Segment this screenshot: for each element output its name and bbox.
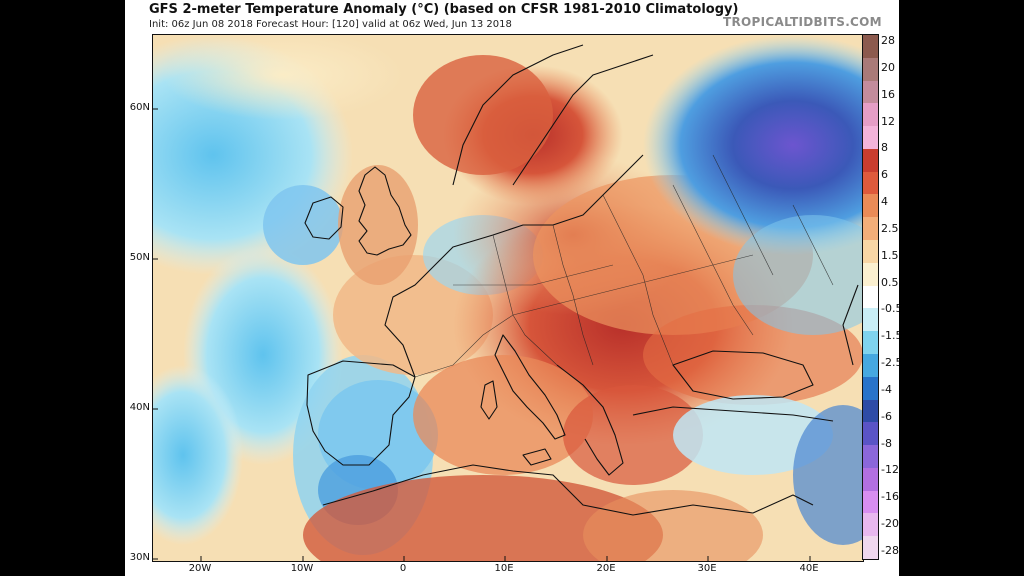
map-canvas: [153, 35, 863, 561]
russia-cold-core: [643, 35, 863, 255]
colorbar-label: 28: [881, 34, 895, 47]
italy-warm-area: [413, 355, 593, 475]
lon-label-10w: 10W: [290, 563, 314, 574]
colorbar-step: [863, 103, 878, 127]
colorbar-label: 12: [881, 114, 895, 128]
colorbar-label: -2.5: [881, 356, 899, 370]
colorbar-step: [863, 285, 878, 309]
middle-east-cool-area: [793, 405, 863, 545]
north-atlantic-neutral: [163, 35, 403, 120]
colorbar-label: -20: [881, 517, 899, 531]
colorbar-step: [863, 445, 878, 468]
map-subtitle: Init: 06z Jun 08 2018 Forecast Hour: [12…: [149, 19, 512, 30]
ireland-cool-area: [263, 185, 343, 265]
graticule-ticks: [153, 108, 811, 561]
colorbar-label: -0.5: [881, 302, 899, 316]
colorbar-step: [863, 217, 878, 241]
colorbar-label: 6: [881, 168, 888, 182]
colorbar-step: [863, 240, 878, 263]
colorbar-label: -8: [881, 436, 892, 450]
lat-label-30n: 30N: [129, 552, 150, 563]
britain-warm-area: [338, 165, 418, 285]
lat-label-50n: 50N: [129, 252, 150, 263]
colorbar-label: 2.5: [881, 221, 899, 235]
colorbar-step: [863, 262, 878, 286]
colorbar-label: 1.5: [881, 248, 899, 262]
colorbar-step: [863, 331, 878, 354]
lat-label-60n: 60N: [129, 102, 150, 113]
colorbar-step: [863, 513, 878, 537]
colorbar-step: [863, 126, 878, 149]
lon-label-20w: 20W: [188, 563, 212, 574]
colorbar-label: -6: [881, 409, 892, 423]
lon-label-20e: 20E: [596, 563, 616, 574]
russia-cool-area: [733, 215, 863, 335]
map-title: GFS 2-meter Temperature Anomaly (°C) (ba…: [149, 2, 739, 17]
colorbar-step: [863, 422, 878, 446]
colorbar-label: 4: [881, 195, 888, 209]
lon-label-10e: 10E: [494, 563, 514, 574]
colorbar-step: [863, 57, 878, 81]
colorbar-label: -12: [881, 463, 899, 477]
colorbar-step: [863, 376, 878, 400]
lon-label-40e: 40E: [799, 563, 819, 574]
lat-label-40n: 40N: [129, 402, 150, 413]
colorbar-step: [863, 148, 878, 172]
lon-label-30e: 30E: [697, 563, 717, 574]
temperature-anomaly-map: [152, 34, 864, 562]
colorbar-label: -16: [881, 490, 899, 504]
colorbar-label: -1.5: [881, 329, 899, 343]
colorbar-step: [863, 353, 878, 377]
colorbar-step: [863, 490, 878, 514]
lon-label-0: 0: [399, 563, 407, 574]
colorbar-label: 8: [881, 141, 888, 155]
colorbar: [862, 34, 879, 560]
colorbar-step: [863, 308, 878, 332]
figure-frame: GFS 2-meter Temperature Anomaly (°C) (ba…: [125, 0, 899, 576]
colorbar-step: [863, 35, 878, 58]
country-borders: [414, 154, 834, 378]
north-africa-hot-area: [303, 475, 663, 561]
colorbar-label: 0.5: [881, 275, 899, 289]
colorbar-label: 20: [881, 60, 895, 74]
colorbar-label: 16: [881, 87, 895, 101]
atlantic-cool-area-3: [153, 365, 243, 545]
libya-warm-area: [583, 490, 763, 561]
colorbar-label: -28: [881, 544, 899, 557]
colorbar-step: [863, 80, 878, 104]
coastlines: [304, 44, 859, 516]
colorbar-step: [863, 467, 878, 491]
norway-warm-area: [413, 55, 553, 175]
colorbar-step: [863, 536, 878, 559]
colorbar-step: [863, 194, 878, 218]
colorbar-label: -4: [881, 382, 892, 396]
colorbar-step: [863, 399, 878, 423]
watermark: TROPICALTIDBITS.COM: [723, 15, 882, 29]
colorbar-step: [863, 171, 878, 195]
